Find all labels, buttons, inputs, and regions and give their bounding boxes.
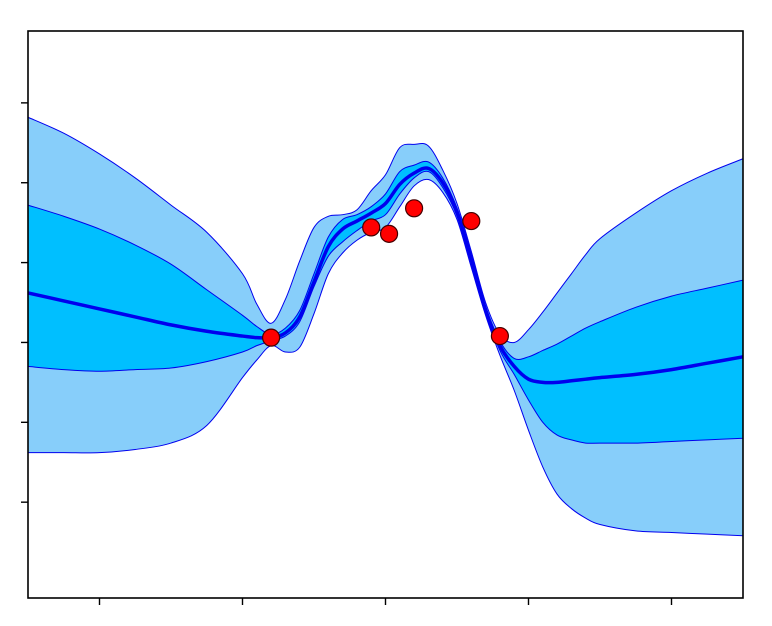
observation-point-4	[405, 199, 424, 218]
y-axis-ticks	[21, 102, 28, 503]
observation-point-1	[262, 328, 281, 347]
observation-point-2	[362, 218, 381, 237]
confidence-bands	[27, 116, 744, 537]
x-axis-ticks	[98, 598, 673, 605]
series-lines	[27, 166, 744, 385]
observation-point-5	[462, 211, 481, 231]
mean-line	[27, 166, 744, 385]
observation-points	[262, 199, 509, 347]
observation-point-6	[490, 326, 509, 346]
observation-point-3	[379, 224, 399, 243]
